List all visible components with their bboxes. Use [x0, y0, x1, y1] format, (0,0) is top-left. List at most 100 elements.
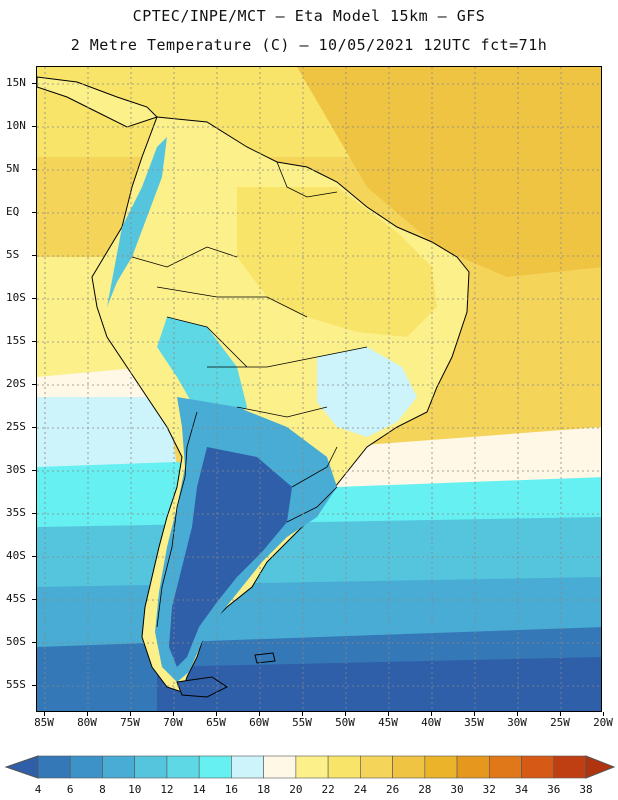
lon-tick [173, 712, 174, 716]
andes-cold-region [107, 137, 167, 307]
colorbar-high-arrow [585, 755, 616, 779]
field-band-warm-atlantic [297, 67, 601, 277]
lat-label-55s: 55S [6, 678, 26, 691]
colorbar-level-label: 30 [450, 783, 464, 796]
field-band-deep-cold [157, 657, 601, 711]
colorbar-low-arrow [4, 755, 39, 779]
lat-tick [32, 470, 36, 471]
colorbar-level-label: 6 [66, 783, 74, 796]
colorbar-swatch [134, 755, 168, 779]
central-brazil-warm-region [237, 187, 437, 337]
colorbar-swatch [37, 755, 71, 779]
lat-label-30s: 30S [6, 463, 26, 476]
southeast-brazil-pale-region [317, 347, 417, 437]
colorbar-swatch [456, 755, 490, 779]
colorbar-level-label: 16 [224, 783, 239, 796]
lon-label-75w: 75W [120, 716, 140, 729]
lon-label-55w: 55W [292, 716, 312, 729]
colorbar-swatch [327, 755, 361, 779]
title-line-1: CPTEC/INPE/MCT – Eta Model 15km – GFS [132, 7, 486, 25]
lon-label-30w: 30W [507, 716, 527, 729]
bolivia-cold-region [157, 317, 247, 427]
lon-label-25w: 25W [550, 716, 570, 729]
lon-tick [44, 712, 45, 716]
lat-label-eq: EQ [6, 205, 20, 218]
lat-label-35s: 35S [6, 506, 26, 519]
colorbar-level-label: 32 [482, 783, 496, 796]
lon-label-65w: 65W [206, 716, 226, 729]
lon-label-70w: 70W [163, 716, 183, 729]
lon-tick [388, 712, 389, 716]
colorbar-level-label: 4 [34, 783, 42, 796]
lon-label-50w: 50W [335, 716, 355, 729]
central-america-land [37, 76, 158, 128]
lon-tick [87, 712, 88, 716]
country-borders [131, 161, 368, 628]
colorbar-swatch [521, 755, 555, 779]
lat-tick [32, 126, 36, 127]
lat-tick [32, 599, 36, 600]
colorbar-level-label: 28 [418, 783, 432, 796]
lat-tick [32, 83, 36, 84]
lat-label-15n: 15N [6, 76, 26, 89]
colorbar-level-label: 12 [160, 783, 174, 796]
colorbar-swatch [198, 755, 232, 779]
colorbar-swatch [263, 755, 297, 779]
lat-tick [32, 513, 36, 514]
lon-tick [474, 712, 475, 716]
field-band-pacific-pale [37, 397, 177, 477]
colorbar-level-label: 20 [289, 783, 303, 796]
lon-tick [560, 712, 561, 716]
lat-label-25s: 25S [6, 420, 26, 433]
colorbar-level-label: 14 [192, 783, 206, 796]
lon-label-45w: 45W [378, 716, 398, 729]
field-band-atlantic-mild [337, 427, 601, 497]
lon-label-80w: 80W [77, 716, 97, 729]
colorbar-level-label: 36 [547, 783, 561, 796]
colorbar-swatch [392, 755, 426, 779]
lon-tick [517, 712, 518, 716]
lat-label-10n: 10N [6, 119, 26, 132]
lat-label-5s: 5S [6, 248, 20, 261]
lat-tick [32, 298, 36, 299]
colorbar-swatch [360, 755, 393, 779]
temperature-map [37, 67, 601, 711]
lon-tick [431, 712, 432, 716]
lat-tick [32, 685, 36, 686]
lat-label-10s: 10S [6, 291, 26, 304]
lat-tick [32, 642, 36, 643]
graticule [37, 67, 601, 711]
lat-tick [32, 212, 36, 213]
colorbar-level-label: 38 [579, 783, 593, 796]
title-line-2: 2 Metre Temperature (C) – 10/05/2021 12U… [70, 36, 548, 54]
lat-label-15s: 15S [6, 334, 26, 347]
lon-tick [302, 712, 303, 716]
colorbar-swatch [102, 755, 136, 779]
lon-label-35w: 35W [464, 716, 484, 729]
colorbar-level-label: 34 [514, 783, 529, 796]
lat-label-45s: 45S [6, 592, 26, 605]
lon-tick [130, 712, 131, 716]
colorbar-swatch [488, 755, 522, 779]
lat-tick [32, 255, 36, 256]
lon-tick [603, 712, 604, 716]
lat-tick [32, 427, 36, 428]
lon-tick [345, 712, 346, 716]
map-panel [36, 66, 602, 712]
colorbar-swatch [553, 755, 587, 779]
lat-tick [32, 341, 36, 342]
colorbar-level-label: 10 [128, 783, 142, 796]
lat-tick [32, 169, 36, 170]
lon-tick [216, 712, 217, 716]
colorbar-level-label: 18 [257, 783, 271, 796]
lat-label-20s: 20S [6, 377, 26, 390]
colorbar-level-label: 24 [353, 783, 367, 796]
colorbar-swatch [231, 755, 264, 779]
colorbar [4, 755, 616, 779]
lon-label-20w: 20W [593, 716, 613, 729]
lat-tick [32, 384, 36, 385]
lon-label-85w: 85W [34, 716, 54, 729]
lon-label-60w: 60W [249, 716, 269, 729]
colorbar-swatch [69, 755, 103, 779]
colorbar-level-label: 26 [385, 783, 400, 796]
